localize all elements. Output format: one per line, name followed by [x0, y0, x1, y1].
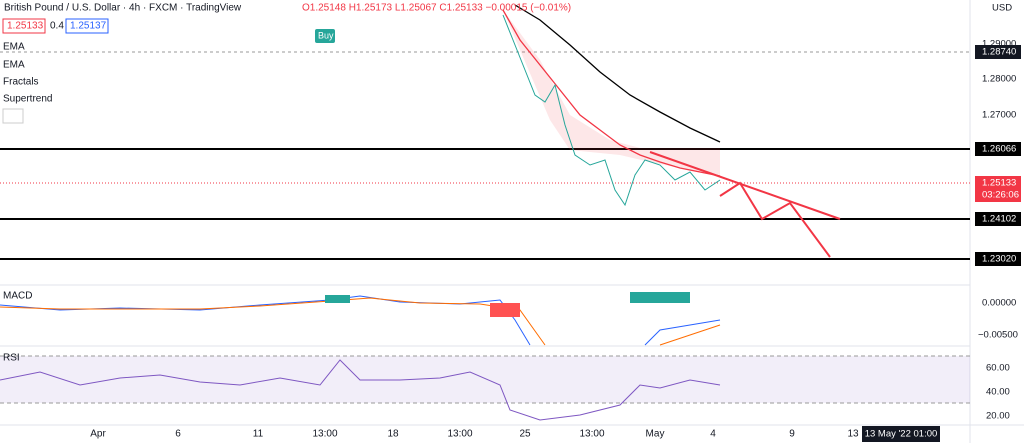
bid[interactable]: 1.25133: [7, 21, 44, 32]
time-label: 11: [253, 429, 264, 440]
supertrend-area: [503, 10, 720, 175]
price-label: 1.27000: [982, 110, 1016, 121]
rsi-label: 60.00: [986, 363, 1010, 374]
currency[interactable]: USD: [992, 3, 1012, 14]
forecast-arrows: [719, 181, 831, 258]
price-label: 1.28740: [982, 47, 1016, 58]
collapse-button[interactable]: [2, 108, 24, 124]
price-label: 1.23020: [982, 254, 1016, 265]
ema-slow: [514, 4, 721, 143]
level-label-bg: [975, 142, 1021, 156]
last-price-bg: [975, 176, 1021, 202]
time-label: 9: [789, 429, 795, 440]
sell-button[interactable]: [2, 18, 46, 34]
macd-histogram: [490, 303, 520, 317]
time-label: 4: [710, 429, 716, 440]
price-label: 1.29000: [982, 39, 1016, 50]
ema-fast: [502, 9, 721, 177]
level-label-bg: [975, 212, 1021, 226]
time-label: 18: [387, 429, 399, 440]
signal-line: [659, 324, 721, 346]
trend-line: [649, 151, 841, 220]
macd-line: [644, 319, 721, 346]
price-label: 1.28000: [982, 74, 1016, 85]
macd-label: 0.00000: [982, 298, 1016, 309]
spread: 0.4: [50, 21, 64, 32]
symbol: British Pound / U.S. Dollar · 4h · FXCM …: [4, 3, 242, 14]
time-label: 13:00: [312, 429, 337, 440]
indicator: EMA: [3, 60, 25, 71]
macd-label: −0.00500: [978, 330, 1018, 341]
buy-label: Buy: [318, 30, 334, 40]
indicator: Supertrend: [3, 94, 52, 105]
buy-button[interactable]: [65, 18, 109, 34]
time-label: 13:00: [447, 429, 472, 440]
time-cursor: 13 May '22 01:00: [865, 429, 938, 440]
time-label: 6: [175, 429, 181, 440]
indicator: Fractals: [3, 77, 39, 88]
price-label: 1.24102: [982, 214, 1016, 225]
macd-histogram: [325, 295, 350, 303]
rsi-line: [0, 359, 721, 421]
price-path: [502, 14, 721, 207]
ask[interactable]: 1.25137: [70, 21, 107, 32]
time-label: 13: [847, 429, 859, 440]
rsi-label: 40.00: [986, 387, 1010, 398]
time-label: Apr: [90, 429, 106, 440]
buy-signal: [315, 29, 335, 43]
time-label: 13:00: [579, 429, 604, 440]
crosshair-label-bg: [975, 45, 1021, 59]
time-label: May: [646, 429, 665, 440]
rsi-label: 20.00: [986, 411, 1010, 422]
rsi-band: [0, 356, 970, 403]
pane-title: MACD: [3, 291, 32, 302]
price-label: 1.25133: [982, 178, 1016, 189]
ohlc: O1.25148 H1.25173 L1.25067 C1.25133 −0.0…: [302, 3, 571, 14]
pane-title: RSI: [3, 353, 20, 364]
level-label-bg: [975, 252, 1021, 266]
macd-histogram: [630, 292, 690, 303]
time-label: 25: [519, 429, 531, 440]
price-label: 1.26066: [982, 144, 1016, 155]
indicator: EMA: [3, 42, 25, 53]
countdown: 03:26:06: [982, 190, 1019, 201]
time-cursor-bg: [862, 426, 940, 442]
